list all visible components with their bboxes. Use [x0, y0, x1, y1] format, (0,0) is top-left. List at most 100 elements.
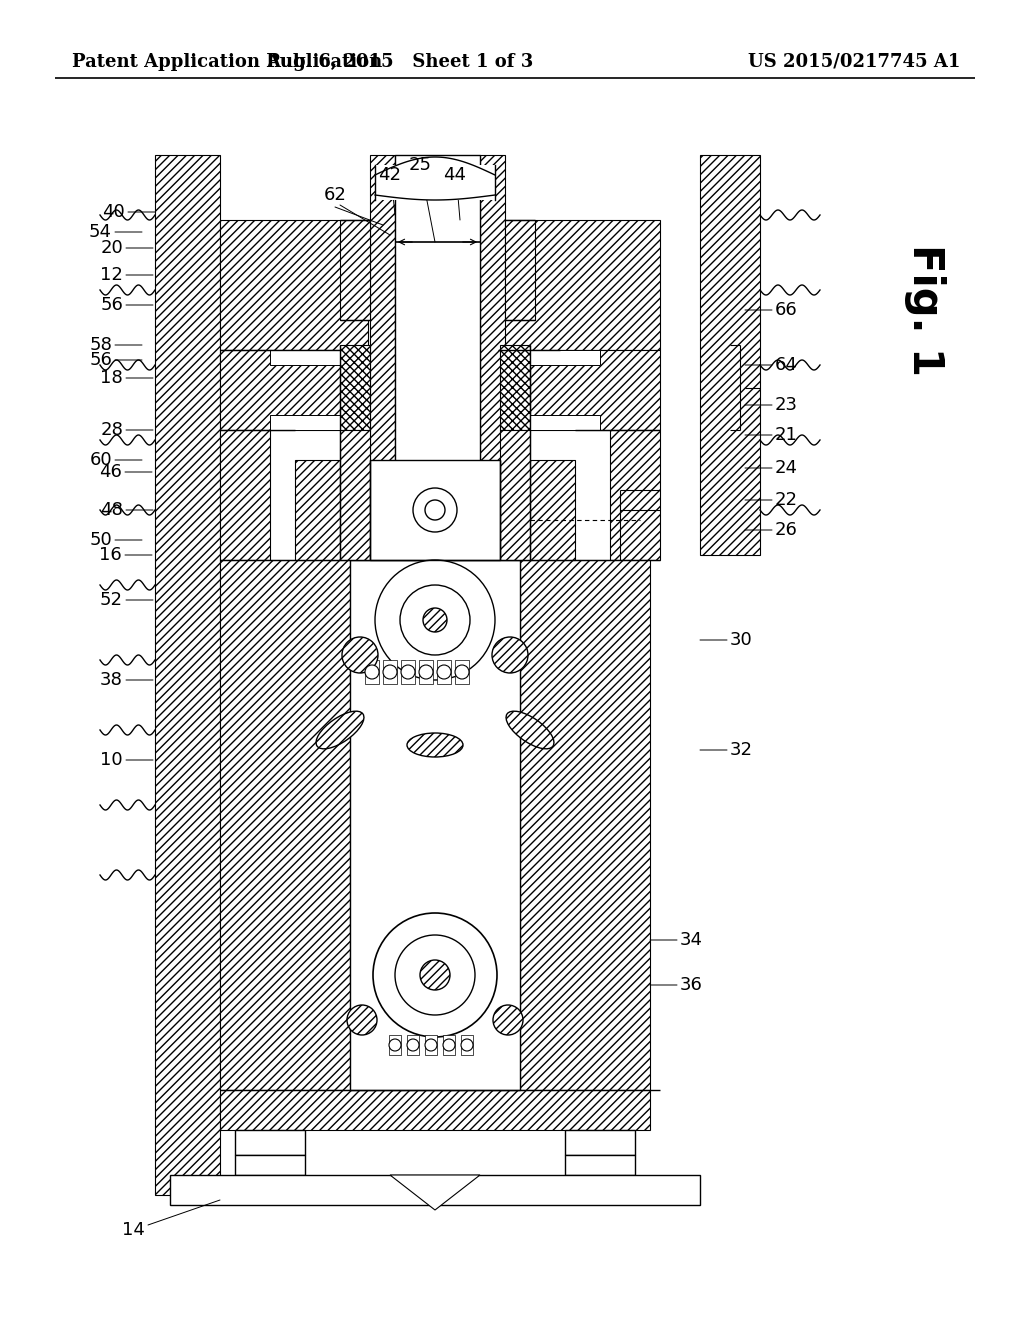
Text: Aug. 6, 2015   Sheet 1 of 3: Aug. 6, 2015 Sheet 1 of 3	[266, 53, 534, 71]
Circle shape	[437, 665, 451, 678]
Circle shape	[407, 1039, 419, 1051]
Circle shape	[373, 913, 497, 1038]
Text: 14: 14	[122, 1221, 145, 1239]
Bar	[234, 1155, 305, 1175]
Bar	[530, 350, 660, 430]
Text: 12: 12	[100, 267, 123, 284]
Text: 64: 64	[775, 356, 798, 374]
Circle shape	[342, 638, 378, 673]
Bar	[530, 414, 600, 430]
Bar	[530, 350, 600, 366]
Bar	[383, 660, 397, 684]
Ellipse shape	[316, 711, 364, 748]
Bar	[389, 1035, 401, 1055]
Bar	[375, 165, 495, 201]
Bar	[365, 660, 379, 684]
Bar	[500, 345, 530, 430]
Bar	[220, 220, 368, 350]
Polygon shape	[390, 1175, 480, 1210]
Bar	[565, 1155, 635, 1175]
Text: 66: 66	[775, 301, 798, 319]
Bar	[155, 154, 220, 1195]
Bar	[270, 350, 340, 366]
Bar	[340, 220, 370, 319]
Text: 16: 16	[99, 546, 122, 564]
Text: US 2015/0217745 A1: US 2015/0217745 A1	[748, 53, 961, 71]
Text: 32: 32	[730, 741, 753, 759]
Bar	[370, 154, 395, 535]
Text: 58: 58	[89, 337, 112, 354]
Text: 62: 62	[324, 186, 346, 205]
Bar	[565, 1130, 635, 1155]
Text: 46: 46	[99, 463, 122, 480]
Text: 21: 21	[775, 426, 798, 444]
Text: 42: 42	[379, 166, 401, 183]
Circle shape	[419, 665, 433, 678]
Text: 60: 60	[89, 451, 112, 469]
Text: Patent Application Publication: Patent Application Publication	[72, 53, 382, 71]
Circle shape	[461, 1039, 473, 1051]
Text: 50: 50	[89, 531, 112, 549]
Bar	[520, 560, 650, 1090]
Circle shape	[425, 1039, 437, 1051]
Bar	[170, 1175, 700, 1205]
Bar	[270, 414, 340, 430]
Bar	[505, 220, 535, 319]
Circle shape	[425, 500, 445, 520]
Text: 38: 38	[100, 671, 123, 689]
Bar	[340, 430, 370, 560]
Text: 22: 22	[775, 491, 798, 510]
Text: 48: 48	[100, 502, 123, 519]
Circle shape	[423, 609, 447, 632]
Circle shape	[493, 1005, 523, 1035]
Text: 56: 56	[100, 296, 123, 314]
Bar	[443, 1035, 455, 1055]
Bar	[234, 1130, 305, 1155]
Text: 20: 20	[100, 239, 123, 257]
Circle shape	[420, 960, 450, 990]
Text: 54: 54	[89, 223, 112, 242]
Text: 24: 24	[775, 459, 798, 477]
Bar	[295, 459, 340, 560]
Bar	[350, 560, 520, 1090]
Text: 26: 26	[775, 521, 798, 539]
Circle shape	[455, 665, 469, 678]
Text: 28: 28	[100, 421, 123, 440]
Circle shape	[389, 1039, 401, 1051]
Bar	[401, 660, 415, 684]
Text: Fig. 1: Fig. 1	[904, 244, 946, 376]
Bar	[220, 560, 350, 1090]
Circle shape	[400, 585, 470, 655]
Bar	[480, 154, 505, 535]
Bar	[455, 660, 469, 684]
Circle shape	[492, 638, 528, 673]
Circle shape	[347, 1005, 377, 1035]
Bar	[419, 660, 433, 684]
Text: 56: 56	[89, 351, 112, 370]
Text: 52: 52	[100, 591, 123, 609]
Circle shape	[395, 935, 475, 1015]
Bar	[395, 154, 480, 506]
Bar	[610, 430, 660, 560]
Text: 36: 36	[680, 975, 702, 994]
Bar	[370, 459, 500, 560]
Text: 10: 10	[100, 751, 123, 770]
Bar	[437, 660, 451, 684]
Bar	[220, 430, 270, 560]
Text: 44: 44	[443, 166, 467, 183]
Circle shape	[375, 560, 495, 680]
Bar	[498, 220, 660, 350]
Bar	[461, 1035, 473, 1055]
Bar	[220, 1090, 650, 1130]
Bar	[425, 1035, 437, 1055]
Circle shape	[365, 665, 379, 678]
Bar	[220, 350, 345, 430]
Circle shape	[383, 665, 397, 678]
Bar	[500, 430, 530, 560]
Circle shape	[413, 488, 457, 532]
Bar	[700, 154, 760, 554]
Circle shape	[401, 665, 415, 678]
Text: 18: 18	[100, 370, 123, 387]
Bar	[407, 1035, 419, 1055]
Ellipse shape	[407, 733, 463, 756]
